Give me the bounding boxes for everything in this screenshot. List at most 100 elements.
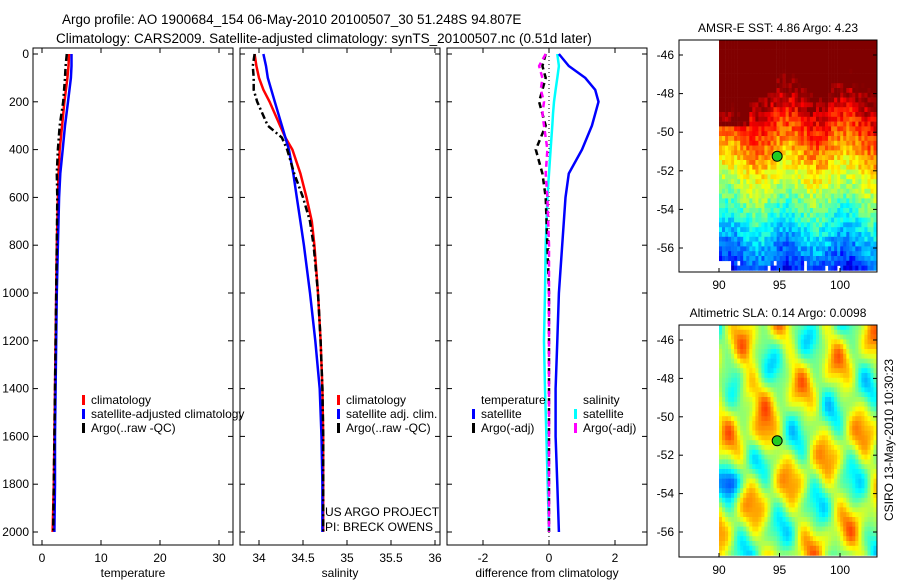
map-cell <box>849 49 853 55</box>
map-cell <box>770 265 774 271</box>
map-cell <box>719 97 723 103</box>
map-cell <box>864 502 868 508</box>
map-cell <box>779 44 783 50</box>
map-cell <box>794 92 799 98</box>
map-cell <box>852 92 856 98</box>
map-cell <box>803 531 808 537</box>
map-cell <box>873 121 877 127</box>
map-cell <box>864 473 868 479</box>
map-cell <box>816 54 820 60</box>
map-cell <box>828 521 832 527</box>
map-cell <box>861 368 865 374</box>
map-cell <box>725 507 729 513</box>
map-cell <box>858 368 862 374</box>
map-cell <box>728 401 732 407</box>
map-cell <box>788 435 793 441</box>
map-cell <box>725 54 729 60</box>
map-cell <box>819 521 823 527</box>
map-cell <box>794 449 799 455</box>
map-cell <box>825 59 829 65</box>
map-cell <box>740 160 744 166</box>
map-cell <box>867 473 871 479</box>
map-cell <box>867 184 871 190</box>
map-cell <box>855 169 859 175</box>
map-cell <box>843 64 847 70</box>
map-cell <box>809 526 814 532</box>
map-cell <box>782 68 786 74</box>
map-cell <box>819 358 823 364</box>
map-cell <box>758 373 762 379</box>
map-cell <box>803 222 808 228</box>
map-cell <box>719 387 723 393</box>
map-cell <box>719 44 723 50</box>
map-cell <box>861 363 865 369</box>
map-cell <box>785 164 790 170</box>
map-cell <box>870 112 874 118</box>
x-axis-label: difference from climatology <box>475 566 618 580</box>
map-cell <box>734 241 738 247</box>
map-cell <box>803 349 808 355</box>
map-cell <box>855 401 859 407</box>
map-cell <box>722 334 726 340</box>
map-cell <box>846 208 850 214</box>
map-cell <box>819 44 823 50</box>
map-cell <box>767 449 771 455</box>
map-cell <box>809 401 814 407</box>
map-cell <box>722 164 726 170</box>
map-cell <box>858 121 862 127</box>
map-cell <box>861 512 865 518</box>
map-cell <box>867 421 871 427</box>
map-cell <box>728 406 732 412</box>
map-cell <box>846 40 850 46</box>
map-cell <box>870 150 874 156</box>
map-cell <box>794 102 799 108</box>
map-cell <box>797 212 802 218</box>
legend-label: Argo(..raw -QC) <box>91 421 176 435</box>
map-cell <box>746 131 750 137</box>
map-cell <box>846 116 850 122</box>
map-cell <box>834 73 838 79</box>
map-cell <box>740 88 744 94</box>
map-cell <box>749 184 753 190</box>
map-cell <box>855 440 859 446</box>
y-tick-label: 1200 <box>2 334 29 348</box>
map-cell <box>761 260 765 266</box>
map-cell <box>800 83 805 89</box>
map-cell <box>779 140 783 146</box>
map-cell <box>761 83 765 89</box>
map-cell <box>843 97 847 103</box>
map-cell <box>843 40 847 46</box>
map-cell <box>797 526 802 532</box>
map-cell <box>843 241 847 247</box>
map-cell <box>764 334 768 340</box>
map-cell <box>794 121 799 127</box>
map-cell <box>734 54 738 60</box>
map-cell <box>831 411 835 417</box>
map-cell <box>831 497 835 503</box>
map-cell <box>731 236 735 242</box>
map-cell <box>800 222 805 228</box>
map-cell <box>767 421 771 427</box>
map-cell <box>834 382 838 388</box>
map-cell <box>749 454 753 460</box>
map-cell <box>809 145 814 151</box>
map-cell <box>846 430 850 436</box>
map-cell <box>840 353 844 359</box>
map-cell <box>725 531 729 537</box>
map-cell <box>816 116 820 122</box>
map-cell <box>837 256 841 262</box>
map-cell <box>825 260 829 266</box>
map-cell <box>719 188 723 194</box>
map-cell <box>773 382 777 388</box>
map-cell <box>809 97 814 103</box>
map-cell <box>855 502 859 508</box>
map-cell <box>840 73 844 79</box>
map-cell <box>740 469 744 475</box>
map-cell <box>749 435 753 441</box>
map-cell <box>834 334 838 340</box>
map-cell <box>794 425 799 431</box>
map-cell <box>806 440 811 446</box>
map-cell <box>803 454 808 460</box>
map-cell <box>867 493 871 499</box>
map-cell <box>788 454 793 460</box>
